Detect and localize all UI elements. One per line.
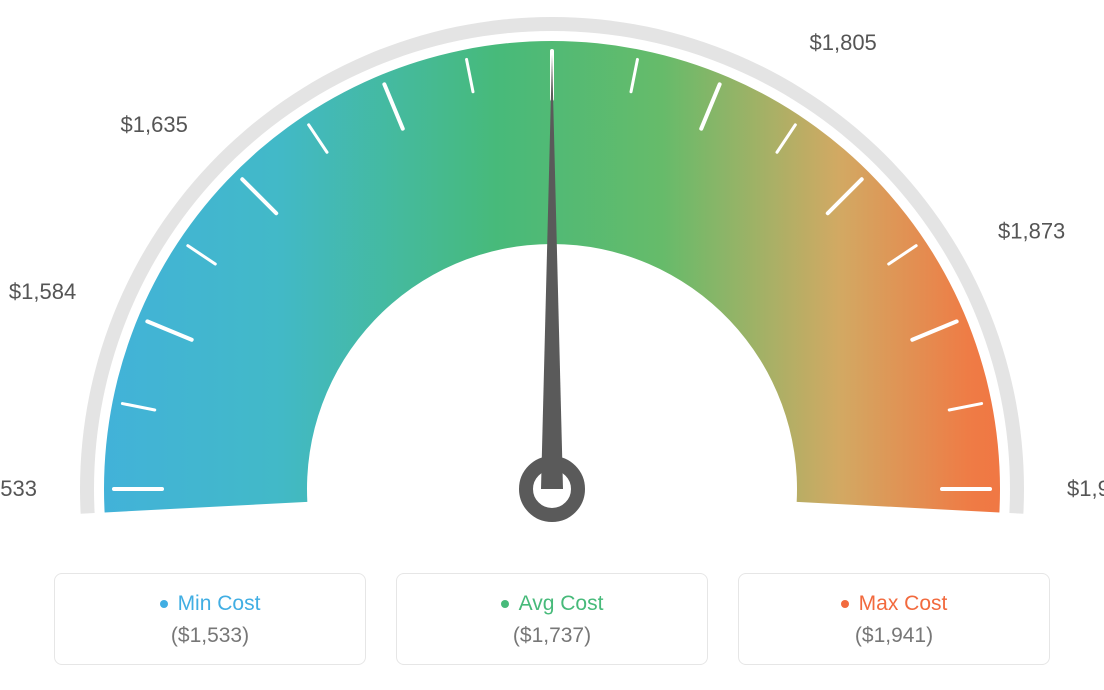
legend-row: Min Cost ($1,533) Avg Cost ($1,737) Max … <box>0 573 1104 665</box>
svg-text:$1,873: $1,873 <box>998 219 1065 244</box>
legend-value-min: ($1,533) <box>171 624 249 648</box>
legend-label-avg: Avg Cost <box>501 592 604 616</box>
legend-dot-min <box>160 600 168 608</box>
cost-gauge-chart: $1,533$1,584$1,635$1,737$1,805$1,873$1,9… <box>0 0 1104 690</box>
legend-text-max: Max Cost <box>859 592 948 616</box>
legend-label-max: Max Cost <box>841 592 948 616</box>
svg-text:$1,635: $1,635 <box>121 112 188 137</box>
legend-box-min: Min Cost ($1,533) <box>54 573 366 665</box>
legend-box-avg: Avg Cost ($1,737) <box>396 573 708 665</box>
legend-box-max: Max Cost ($1,941) <box>738 573 1050 665</box>
svg-text:$1,533: $1,533 <box>0 476 37 501</box>
svg-text:$1,941: $1,941 <box>1067 476 1104 501</box>
legend-text-min: Min Cost <box>178 592 261 616</box>
legend-value-avg: ($1,737) <box>513 624 591 648</box>
legend-value-max: ($1,941) <box>855 624 933 648</box>
svg-text:$1,805: $1,805 <box>810 30 877 55</box>
legend-text-avg: Avg Cost <box>519 592 604 616</box>
svg-text:$1,584: $1,584 <box>9 279 76 304</box>
legend-dot-max <box>841 600 849 608</box>
legend-dot-avg <box>501 600 509 608</box>
gauge-area: $1,533$1,584$1,635$1,737$1,805$1,873$1,9… <box>0 0 1104 555</box>
legend-label-min: Min Cost <box>160 592 261 616</box>
gauge-svg: $1,533$1,584$1,635$1,737$1,805$1,873$1,9… <box>0 0 1104 555</box>
